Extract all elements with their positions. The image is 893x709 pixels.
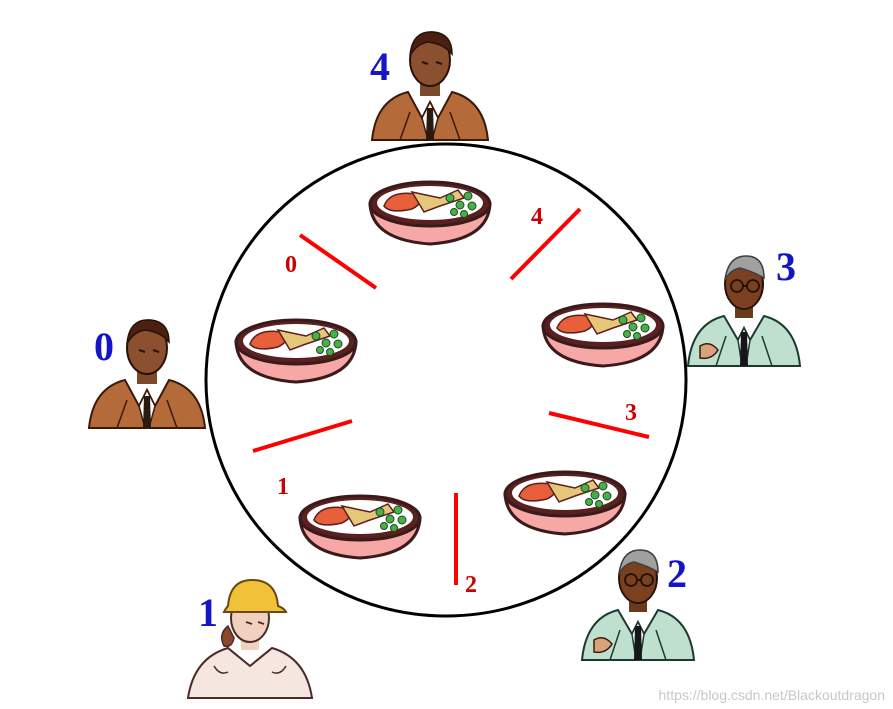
chopstick-label-1: 1	[277, 474, 289, 500]
chopstick-label-4: 4	[531, 204, 543, 230]
rice-bowl-icon	[503, 470, 627, 536]
philosopher-label-2: 2	[667, 551, 687, 596]
chopstick-4	[509, 207, 582, 281]
philosopher-label-0: 0	[94, 324, 114, 369]
chopstick-label-3: 3	[625, 400, 637, 426]
philosopher-4: 4	[370, 30, 489, 141]
chopstick-3	[548, 411, 650, 439]
watermark: https://blog.csdn.net/Blackoutdragon	[658, 687, 885, 703]
philosopher-1: 1	[187, 579, 313, 699]
chopstick-1	[252, 419, 353, 453]
philosopher-0: 0	[88, 318, 206, 429]
philosopher-label-1: 1	[198, 590, 218, 635]
rice-bowl-icon	[234, 318, 358, 384]
philosopher-label-4: 4	[370, 44, 390, 89]
chopstick-label-0: 0	[285, 252, 297, 278]
philosopher-label-3: 3	[776, 244, 796, 289]
chopstick-label-2: 2	[465, 572, 477, 598]
philosopher-2: 2	[581, 549, 695, 661]
philosopher-3: 3	[687, 244, 801, 367]
rice-bowl-icon	[298, 494, 422, 560]
rice-bowl-icon	[368, 180, 492, 246]
chopstick-0	[298, 233, 378, 290]
rice-bowl-icon	[541, 302, 665, 368]
